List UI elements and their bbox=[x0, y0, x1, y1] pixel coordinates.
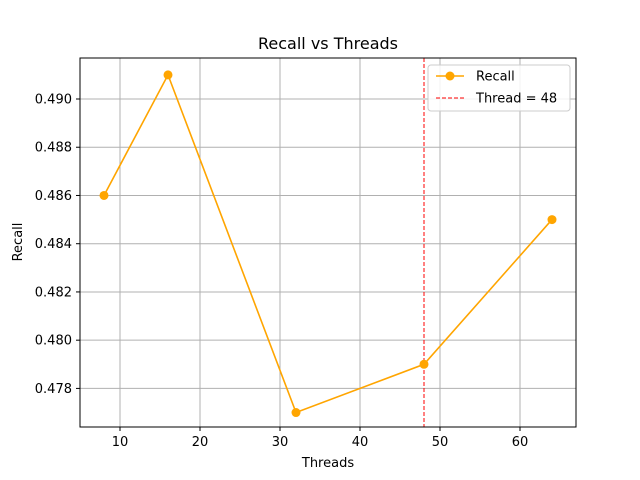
legend-recall-label: Recall bbox=[476, 70, 515, 85]
chart-title: Recall vs Threads bbox=[258, 34, 398, 53]
recall-data-point bbox=[163, 70, 173, 80]
y-tick-label: 0.478 bbox=[35, 382, 72, 397]
legend-recall-swatch-marker bbox=[445, 71, 455, 81]
x-tick-label: 40 bbox=[352, 435, 369, 450]
recall-data-point bbox=[419, 359, 429, 369]
y-tick-label: 0.480 bbox=[35, 334, 72, 349]
y-tick-label: 0.482 bbox=[35, 285, 72, 300]
recall-data-point bbox=[291, 408, 301, 418]
x-tick-label: 20 bbox=[192, 435, 209, 450]
y-tick-label: 0.484 bbox=[35, 237, 72, 252]
recall-data-point bbox=[99, 190, 109, 200]
y-tick-label: 0.486 bbox=[35, 189, 72, 204]
x-tick-label: 60 bbox=[512, 435, 529, 450]
x-axis-label: Threads bbox=[301, 456, 354, 471]
legend-reference-label: Thread = 48 bbox=[475, 92, 557, 107]
y-axis-label: Recall bbox=[11, 223, 26, 262]
x-tick-label: 30 bbox=[272, 435, 289, 450]
legend: Recall Thread = 48 bbox=[427, 64, 571, 112]
grid bbox=[80, 58, 576, 427]
y-axis-ticks: 0.478 0.480 0.482 0.484 0.486 0.488 0.490 bbox=[35, 93, 80, 397]
x-tick-label: 10 bbox=[112, 435, 129, 450]
plot-area bbox=[99, 58, 557, 427]
x-axis-ticks: 10 20 30 40 50 60 bbox=[112, 427, 529, 450]
y-tick-label: 0.488 bbox=[35, 141, 72, 156]
axes-frame bbox=[79, 57, 577, 428]
recall-data-point bbox=[547, 215, 557, 225]
y-tick-label: 0.490 bbox=[35, 93, 72, 108]
x-tick-label: 50 bbox=[432, 435, 449, 450]
